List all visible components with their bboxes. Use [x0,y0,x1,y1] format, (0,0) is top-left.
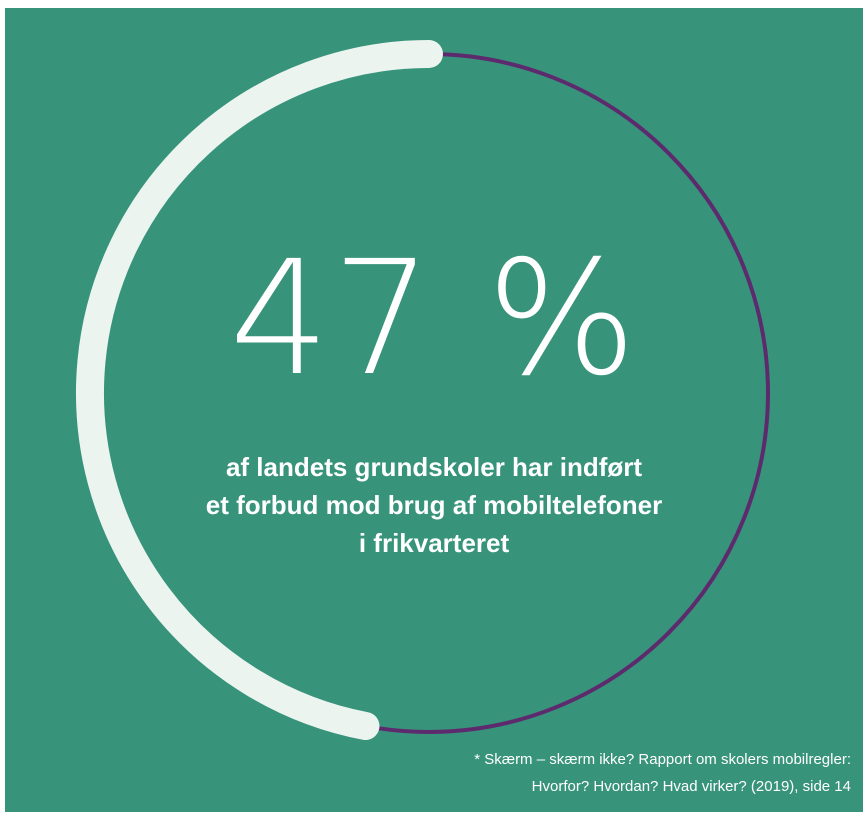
caption: af landets grundskoler har indført et fo… [134,448,734,562]
ring-filled-arc [75,40,443,740]
source-note: * Skærm – skærm ikke? Rapport om skolers… [331,746,851,800]
source-line-1: * Skærm – skærm ikke? Rapport om skolers… [474,751,851,768]
progress-ring [75,40,770,740]
source-line-2: Hvorfor? Hvordan? Hvad virker? (2019), s… [531,778,851,795]
infographic-card: 47 % af landets grundskoler har indført … [5,8,863,812]
caption-line-3: i frikvarteret [358,528,510,558]
percentage-value: 47 % [229,227,639,411]
caption-line-1: af landets grundskoler har indført [225,452,643,482]
caption-line-2: et forbud mod brug af mobiltelefoner [205,490,663,520]
